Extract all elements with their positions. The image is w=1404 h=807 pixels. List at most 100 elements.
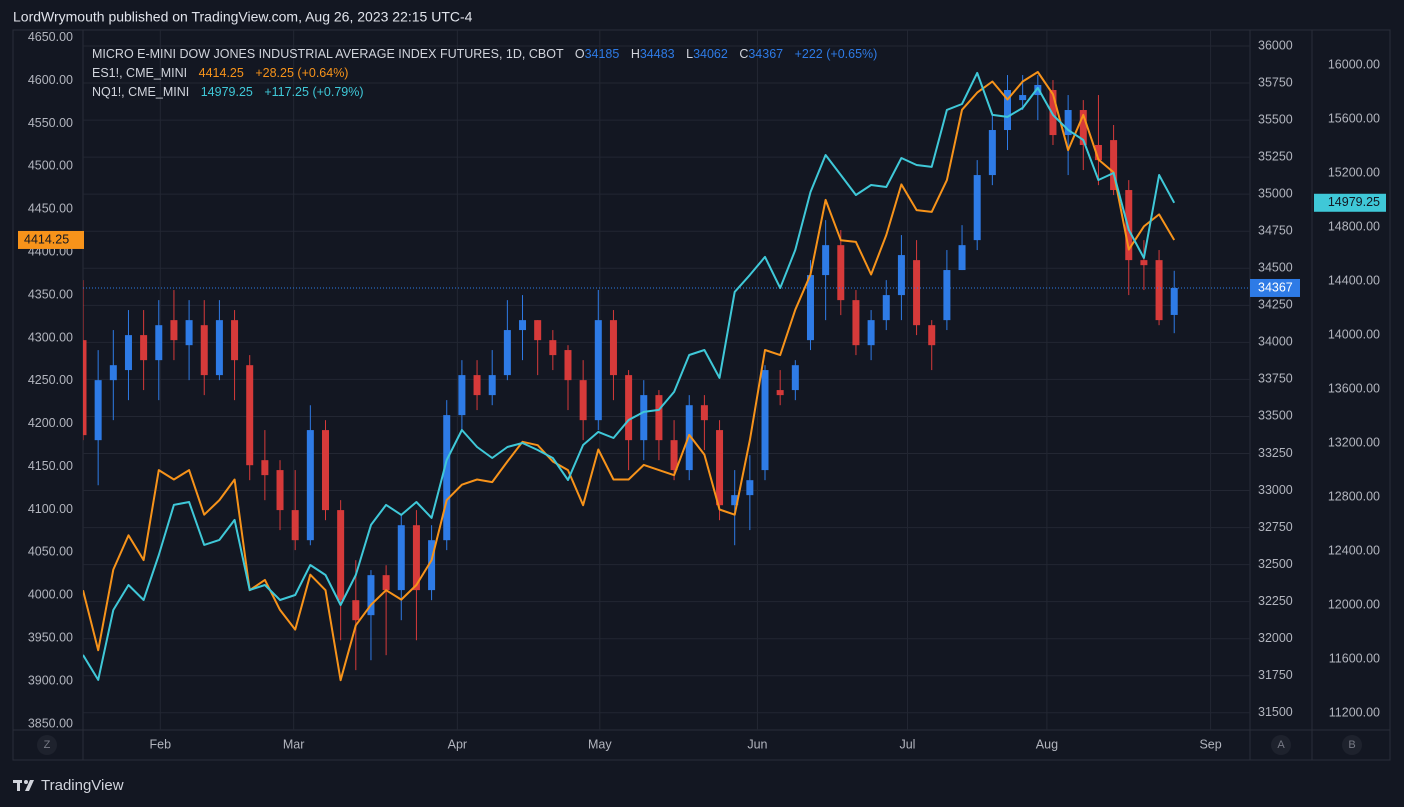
candle-body: [215, 320, 223, 376]
y-tick-label: 4600.00: [28, 73, 73, 87]
candle-body: [261, 460, 269, 476]
brand-logo: [13, 780, 34, 791]
y2-tick-label: 32000: [1258, 631, 1293, 645]
candle-body: [458, 375, 466, 416]
candle-body: [291, 510, 299, 541]
candle-body: [852, 300, 860, 346]
candle-body: [928, 325, 936, 346]
candle-body: [716, 430, 724, 506]
candle-body: [1019, 95, 1027, 101]
price-tag: [1250, 278, 1300, 297]
y3-tick-label: 11200.00: [1329, 705, 1380, 719]
candle-body: [655, 395, 663, 441]
candle-body: [185, 320, 193, 346]
candle-body: [897, 255, 905, 296]
candle-body: [306, 430, 314, 541]
y2-tick-label: 35000: [1258, 186, 1293, 200]
candle-body: [83, 340, 87, 436]
candle-body: [246, 365, 254, 466]
ohlc-key: H: [630, 47, 640, 61]
y-tick-label: 4500.00: [28, 159, 73, 173]
candle-body: [806, 275, 814, 341]
candle-body: [1079, 110, 1087, 145]
candle-body: [367, 575, 375, 616]
candle-body: [913, 260, 921, 326]
ohlc-value: 34367: [748, 47, 784, 61]
x-tick-label: Apr: [448, 737, 467, 751]
auto-button-label[interactable]: A: [1277, 739, 1285, 751]
candle-body: [988, 130, 996, 176]
candle-body: [473, 375, 481, 396]
y3-tick-label: 13600.00: [1328, 381, 1380, 395]
ohlc-key: O: [574, 47, 585, 61]
candle-body: [579, 380, 587, 421]
candle-body: [397, 525, 405, 591]
x-tick-label: Jul: [899, 737, 915, 751]
candle-body: [428, 540, 436, 591]
y3-tick-label: 16000.00: [1328, 57, 1380, 71]
y3-tick-label: 15600.00: [1328, 111, 1380, 125]
y-tick-label: 4300.00: [28, 330, 73, 344]
candle-body: [791, 365, 799, 391]
candle-body: [1034, 84, 1042, 96]
y3-tick-label: 11600.00: [1329, 651, 1380, 665]
change-pct: (+0.64%): [297, 66, 349, 80]
candle-body: [1170, 287, 1178, 315]
plot: [83, 30, 1250, 730]
y-tick-label: 3950.00: [28, 631, 73, 645]
candle-body: [155, 325, 163, 361]
legend-value: 14979.25: [200, 85, 253, 99]
y2-tick-label: 32750: [1258, 520, 1293, 534]
candle-body: [1110, 140, 1118, 191]
legend-entry: NQ1!, CME_MINI: [92, 85, 190, 99]
candle-body: [1125, 190, 1133, 261]
price-tag-label: 34367: [1258, 280, 1293, 294]
candle-body: [594, 320, 602, 421]
candle-body: [1094, 144, 1102, 161]
y2-tick-label: 35750: [1258, 75, 1293, 89]
y3-tick-label: 12000.00: [1328, 597, 1380, 611]
candle-body: [625, 375, 633, 441]
candle-body: [1155, 260, 1163, 321]
zoom-button[interactable]: [37, 735, 57, 755]
brand: TradingView: [41, 777, 124, 794]
candle-body: [958, 245, 966, 271]
ohlc-value: 34185: [584, 47, 620, 61]
candle-body: [231, 320, 239, 361]
candle-body: [973, 175, 981, 241]
y-tick-label: 4450.00: [28, 202, 73, 216]
y-tick-label: 4350.00: [28, 287, 73, 301]
y-tick-label: 4550.00: [28, 116, 73, 130]
y2-tick-label: 33000: [1258, 483, 1293, 497]
candle-body: [443, 415, 451, 541]
price-tag-label: 4414.25: [24, 232, 69, 246]
y-tick-label: 3850.00: [28, 716, 73, 730]
candle-body: [1064, 110, 1072, 136]
axis-button-label[interactable]: B: [1348, 739, 1355, 751]
auto-button[interactable]: [1271, 735, 1291, 755]
y2-tick-label: 31500: [1258, 705, 1293, 719]
candle-body: [503, 330, 511, 376]
series-line: [83, 71, 1176, 682]
zoom-button-label[interactable]: Z: [44, 739, 51, 751]
y2-tick-label: 33750: [1258, 372, 1293, 386]
y2-tick-label: 34000: [1258, 335, 1293, 349]
ohlc-key: C: [739, 47, 749, 61]
chart-frame: [12, 29, 1391, 761]
ohlc-value: 34483: [639, 47, 675, 61]
legend-value: 4414.25: [198, 66, 244, 80]
price-tag-label: 14979.25: [1328, 195, 1380, 209]
change: +28.25: [255, 66, 294, 80]
candle-body: [140, 335, 148, 361]
y3-tick-label: 14000.00: [1328, 327, 1380, 341]
axis-button[interactable]: [1342, 735, 1362, 755]
candle-body: [519, 320, 527, 331]
candle-body: [94, 380, 102, 441]
y2-tick-label: 31750: [1258, 668, 1293, 682]
y2-tick-label: 32500: [1258, 557, 1293, 571]
x-tick-label: May: [588, 737, 612, 751]
candle-body: [731, 495, 739, 506]
candle-body: [200, 325, 208, 376]
y2-tick-label: 35250: [1258, 149, 1293, 163]
x-tick-label: Jun: [747, 737, 767, 751]
